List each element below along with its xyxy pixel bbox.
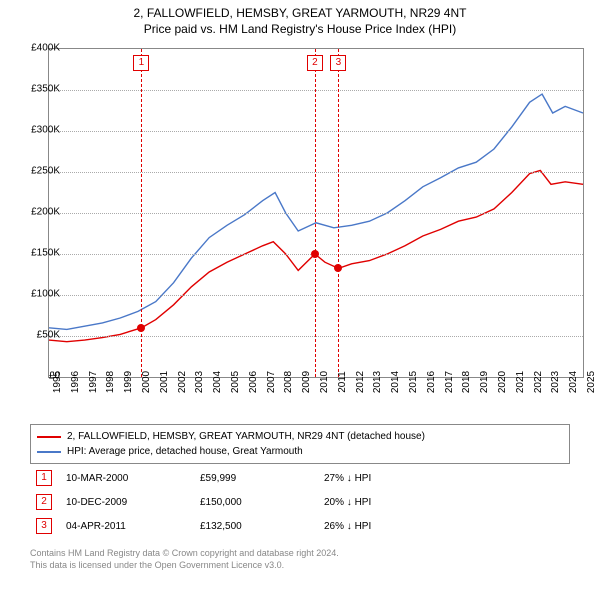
table-row: 2 10-DEC-2009 £150,000 20% ↓ HPI xyxy=(30,490,570,514)
marker-badge: 2 xyxy=(36,494,52,510)
sale-price: £59,999 xyxy=(200,473,310,484)
x-tick-label: 2017 xyxy=(444,371,455,393)
sale-delta: 26% ↓ HPI xyxy=(324,521,564,532)
x-tick-label: 2024 xyxy=(568,371,579,393)
y-tick-label: £200K xyxy=(14,207,60,218)
sale-price: £132,500 xyxy=(200,521,310,532)
chart-plot-area: 1 23 xyxy=(48,48,584,378)
sale-marker-line xyxy=(338,49,339,377)
sale-marker-line xyxy=(315,49,316,377)
sale-marker-badge: 1 xyxy=(133,55,149,71)
legend-item-price-paid: 2, FALLOWFIELD, HEMSBY, GREAT YARMOUTH, … xyxy=(37,429,563,444)
x-tick-label: 2008 xyxy=(283,371,294,393)
sale-delta: 20% ↓ HPI xyxy=(324,497,564,508)
sales-table: 1 10-MAR-2000 £59,999 27% ↓ HPI 2 10-DEC… xyxy=(30,466,570,538)
y-tick-label: £50K xyxy=(14,330,60,341)
x-tick-label: 1998 xyxy=(105,371,116,393)
title-line-1: 2, FALLOWFIELD, HEMSBY, GREAT YARMOUTH, … xyxy=(0,6,600,22)
gridline xyxy=(49,295,583,296)
y-tick-label: £300K xyxy=(14,125,60,136)
attribution-footer: Contains HM Land Registry data © Crown c… xyxy=(30,548,570,571)
gridline xyxy=(49,213,583,214)
x-tick-label: 2000 xyxy=(141,371,152,393)
x-tick-label: 2009 xyxy=(301,371,312,393)
legend-label: HPI: Average price, detached house, Grea… xyxy=(67,444,303,459)
x-tick-label: 2015 xyxy=(408,371,419,393)
x-tick-label: 2025 xyxy=(586,371,597,393)
table-row: 3 04-APR-2011 £132,500 26% ↓ HPI xyxy=(30,514,570,538)
x-tick-label: 2023 xyxy=(550,371,561,393)
x-tick-label: 2012 xyxy=(355,371,366,393)
x-tick-label: 1995 xyxy=(52,371,63,393)
x-tick-label: 2011 xyxy=(337,371,348,393)
sale-dot xyxy=(311,250,319,258)
sale-date: 10-MAR-2000 xyxy=(66,473,186,484)
title-block: 2, FALLOWFIELD, HEMSBY, GREAT YARMOUTH, … xyxy=(0,0,600,37)
legend-swatch xyxy=(37,436,61,438)
x-tick-label: 2014 xyxy=(390,371,401,393)
footer-line: Contains HM Land Registry data © Crown c… xyxy=(30,548,570,560)
x-tick-label: 2016 xyxy=(426,371,437,393)
x-tick-label: 1999 xyxy=(123,371,134,393)
x-tick-label: 2003 xyxy=(194,371,205,393)
marker-badge: 3 xyxy=(36,518,52,534)
gridline xyxy=(49,131,583,132)
x-tick-label: 2010 xyxy=(319,371,330,393)
x-tick-label: 1997 xyxy=(88,371,99,393)
figure-root: 2, FALLOWFIELD, HEMSBY, GREAT YARMOUTH, … xyxy=(0,0,600,590)
y-tick-label: £400K xyxy=(14,43,60,54)
marker-badge: 1 xyxy=(36,470,52,486)
legend-item-hpi: HPI: Average price, detached house, Grea… xyxy=(37,444,563,459)
y-tick-label: £250K xyxy=(14,166,60,177)
y-tick-label: £100K xyxy=(14,289,60,300)
table-row: 1 10-MAR-2000 £59,999 27% ↓ HPI xyxy=(30,466,570,490)
x-tick-label: 2004 xyxy=(212,371,223,393)
x-tick-label: 2006 xyxy=(248,371,259,393)
y-tick-label: £150K xyxy=(14,248,60,259)
x-tick-label: 2019 xyxy=(479,371,490,393)
x-tick-label: 1996 xyxy=(70,371,81,393)
x-tick-label: 2001 xyxy=(159,371,170,393)
sale-date: 04-APR-2011 xyxy=(66,521,186,532)
sale-price: £150,000 xyxy=(200,497,310,508)
sale-delta: 27% ↓ HPI xyxy=(324,473,564,484)
x-tick-label: 2018 xyxy=(461,371,472,393)
gridline xyxy=(49,90,583,91)
x-tick-label: 2007 xyxy=(266,371,277,393)
legend-swatch xyxy=(37,451,61,453)
sale-marker-badge: 2 xyxy=(307,55,323,71)
legend-label: 2, FALLOWFIELD, HEMSBY, GREAT YARMOUTH, … xyxy=(67,429,425,444)
y-tick-label: £350K xyxy=(14,84,60,95)
x-tick-label: 2005 xyxy=(230,371,241,393)
x-tick-label: 2022 xyxy=(533,371,544,393)
gridline xyxy=(49,172,583,173)
gridline xyxy=(49,336,583,337)
x-tick-label: 2020 xyxy=(497,371,508,393)
x-tick-label: 2013 xyxy=(372,371,383,393)
sale-dot xyxy=(334,264,342,272)
title-line-2: Price paid vs. HM Land Registry's House … xyxy=(0,22,600,38)
x-tick-label: 2002 xyxy=(177,371,188,393)
sale-dot xyxy=(137,324,145,332)
sale-marker-badge: 3 xyxy=(330,55,346,71)
legend-box: 2, FALLOWFIELD, HEMSBY, GREAT YARMOUTH, … xyxy=(30,424,570,464)
sale-date: 10-DEC-2009 xyxy=(66,497,186,508)
x-tick-label: 2021 xyxy=(515,371,526,393)
footer-line: This data is licensed under the Open Gov… xyxy=(30,560,570,572)
